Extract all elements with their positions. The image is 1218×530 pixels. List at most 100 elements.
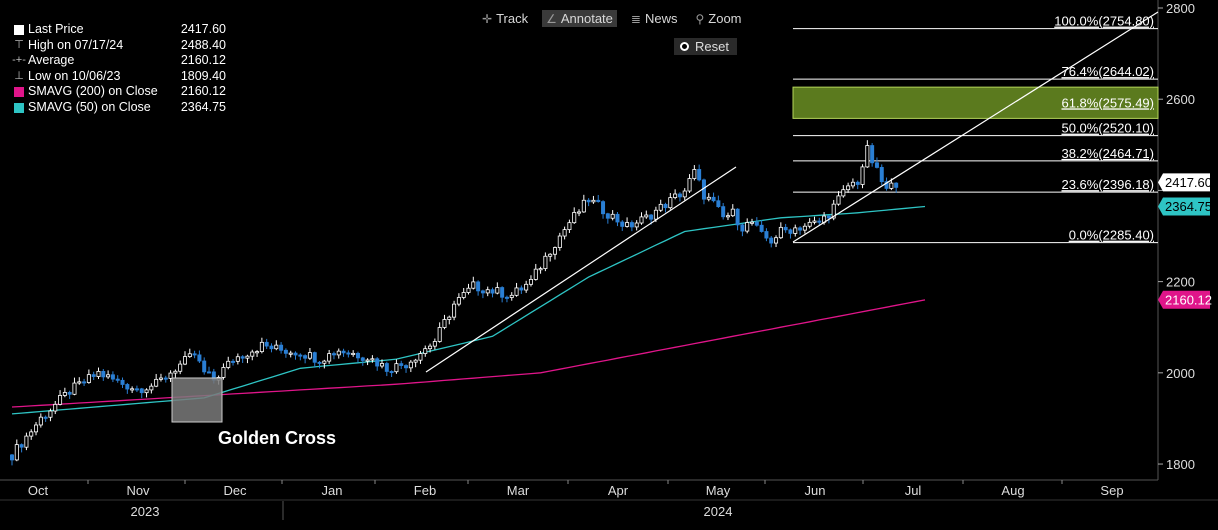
candle [187, 353, 192, 357]
annotate-button[interactable]: ∠ Annotate [542, 10, 617, 27]
candle [649, 214, 654, 220]
candle [245, 355, 250, 359]
candle [58, 395, 63, 405]
candle [807, 221, 812, 227]
candle [293, 352, 298, 356]
x-month-label: Jan [322, 483, 343, 498]
track-button[interactable]: ✛ Track [482, 11, 529, 26]
candle [528, 279, 533, 285]
x-year-label: 2023 [131, 504, 160, 519]
legend-last-price[interactable]: Last Price 2417.60 [10, 22, 226, 38]
golden-cross-box[interactable] [171, 377, 223, 423]
candle [860, 166, 865, 185]
candle [106, 374, 111, 378]
candle [298, 354, 303, 357]
candle [605, 213, 610, 219]
candle [144, 389, 149, 394]
y-tick-label: 2000 [1166, 366, 1195, 381]
candle [24, 435, 29, 448]
candle [240, 356, 245, 359]
candle [456, 297, 461, 305]
candle [428, 345, 433, 350]
candle [730, 208, 735, 217]
legend-sma50[interactable]: SMAVG (50) on Close 2364.75 [10, 100, 226, 116]
candle [629, 222, 634, 228]
sma50-line[interactable] [11, 205, 926, 415]
candle [312, 352, 317, 363]
candle [721, 206, 726, 218]
candle [77, 381, 82, 384]
golden-cross-label: Golden Cross [218, 428, 336, 448]
candle [250, 351, 255, 357]
legend-swatch-sma200 [10, 87, 28, 98]
candle [567, 222, 572, 231]
candle [793, 227, 798, 234]
x-month-label: Sep [1100, 483, 1123, 498]
fib-label: 61.8%(2575.49) [1061, 95, 1154, 110]
legend-high: ⊤ High on 07/17/24 2488.40 [10, 38, 226, 54]
candle [110, 374, 115, 380]
candle [134, 388, 139, 391]
candle [413, 359, 418, 363]
high-marker-icon: ⊤ [14, 38, 24, 51]
pencil-icon: ∠ [546, 11, 557, 26]
candle [826, 215, 831, 219]
candle [870, 145, 875, 164]
price-tag: 2417.60 [1158, 173, 1212, 192]
candle [38, 416, 43, 426]
candle [360, 357, 365, 361]
candle [192, 353, 197, 356]
trend-line-feb-may[interactable] [425, 166, 737, 373]
candle [504, 296, 509, 299]
candle [855, 181, 860, 185]
candle [725, 215, 730, 218]
price-tag: 2160.12 [1158, 290, 1212, 309]
low-marker-icon: ⊥ [14, 69, 24, 82]
reset-button[interactable]: Reset [674, 38, 737, 55]
candle [480, 290, 485, 294]
news-button[interactable]: ≣ News [630, 11, 678, 26]
fib-zone [792, 86, 1159, 119]
sma200-line[interactable] [11, 299, 926, 408]
candle [841, 189, 846, 197]
candle [831, 203, 836, 219]
candle [557, 235, 562, 248]
zoom-button[interactable]: ⚲ Zoom [695, 11, 742, 26]
legend-sma200[interactable]: SMAVG (200) on Close 2160.12 [10, 84, 226, 100]
candle [322, 360, 327, 364]
candle [476, 281, 481, 292]
candle [259, 341, 264, 353]
candle [759, 224, 764, 232]
candle [346, 352, 351, 355]
trend-line-jun-jul[interactable] [792, 11, 1159, 243]
candle [173, 370, 178, 374]
candle [408, 361, 413, 369]
candle [817, 220, 822, 223]
candle [601, 201, 606, 215]
candle [673, 193, 678, 198]
candle [788, 229, 793, 234]
fib-label: 38.2%(2464.71) [1061, 146, 1154, 161]
price-tag-bg [1158, 290, 1210, 309]
average-marker-icon: -+- [12, 54, 26, 67]
candle [125, 384, 130, 390]
candle [538, 268, 543, 271]
candle [331, 353, 336, 356]
candle [399, 363, 404, 366]
candle [101, 370, 106, 378]
candle [226, 360, 231, 368]
candle [889, 182, 894, 189]
candle [879, 167, 884, 183]
candle [404, 365, 409, 369]
candle [86, 374, 91, 383]
candle [336, 350, 341, 356]
candle [178, 363, 183, 372]
candle [384, 363, 389, 372]
candle [745, 222, 750, 232]
candle [432, 341, 437, 347]
candle [283, 349, 288, 354]
candle [783, 226, 788, 231]
candle [389, 371, 394, 374]
candle [519, 287, 524, 291]
